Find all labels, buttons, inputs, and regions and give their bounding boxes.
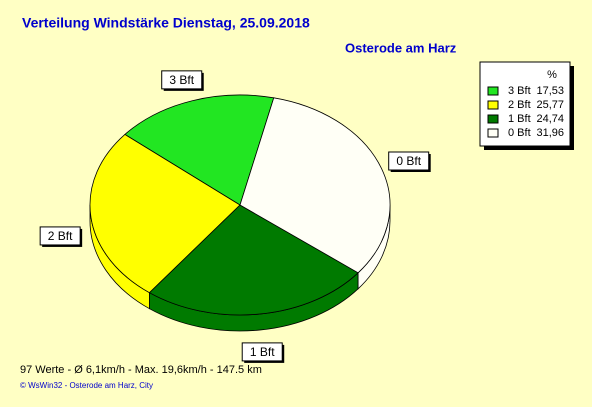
legend-value: 31,96: [536, 127, 564, 139]
legend-header: %: [547, 69, 557, 81]
legend-label: 2 Bft: [508, 99, 531, 111]
label-box: [39, 226, 81, 246]
legend-value: 25,77: [536, 99, 564, 111]
label-box: [241, 342, 283, 362]
chart-subtitle: Osterode am Harz: [345, 40, 457, 55]
legend-swatch: [487, 114, 499, 124]
label-box: [388, 151, 430, 171]
legend-label: 1 Bft: [508, 113, 531, 125]
slice: [89, 133, 241, 294]
legend-value: 17,53: [536, 85, 564, 97]
legend-value: 24,74: [536, 113, 564, 125]
copyright: © WsWin32 - Osterode am Harz, City: [20, 381, 153, 390]
legend-label: 0 Bft: [508, 127, 531, 139]
chart-title: Verteilung Windstärke Dienstag, 25.09.20…: [22, 15, 310, 31]
legend-swatch: [487, 86, 499, 96]
slice-label: 2 Bft: [48, 229, 73, 243]
label-box: [161, 70, 203, 90]
slice-label: 1 Bft: [250, 345, 275, 359]
slice: [124, 94, 275, 206]
slice-label: 3 Bft: [169, 73, 194, 87]
legend-label: 3 Bft: [508, 85, 531, 97]
footer: 97 Werte - Ø 6,1km/h - Max. 19,6km/h - 1…: [20, 364, 262, 376]
legend-swatch: [487, 100, 499, 110]
slice-label: 0 Bft: [396, 154, 421, 168]
slice: [148, 204, 359, 316]
legend-swatch: [487, 128, 499, 138]
slice: [239, 97, 391, 274]
